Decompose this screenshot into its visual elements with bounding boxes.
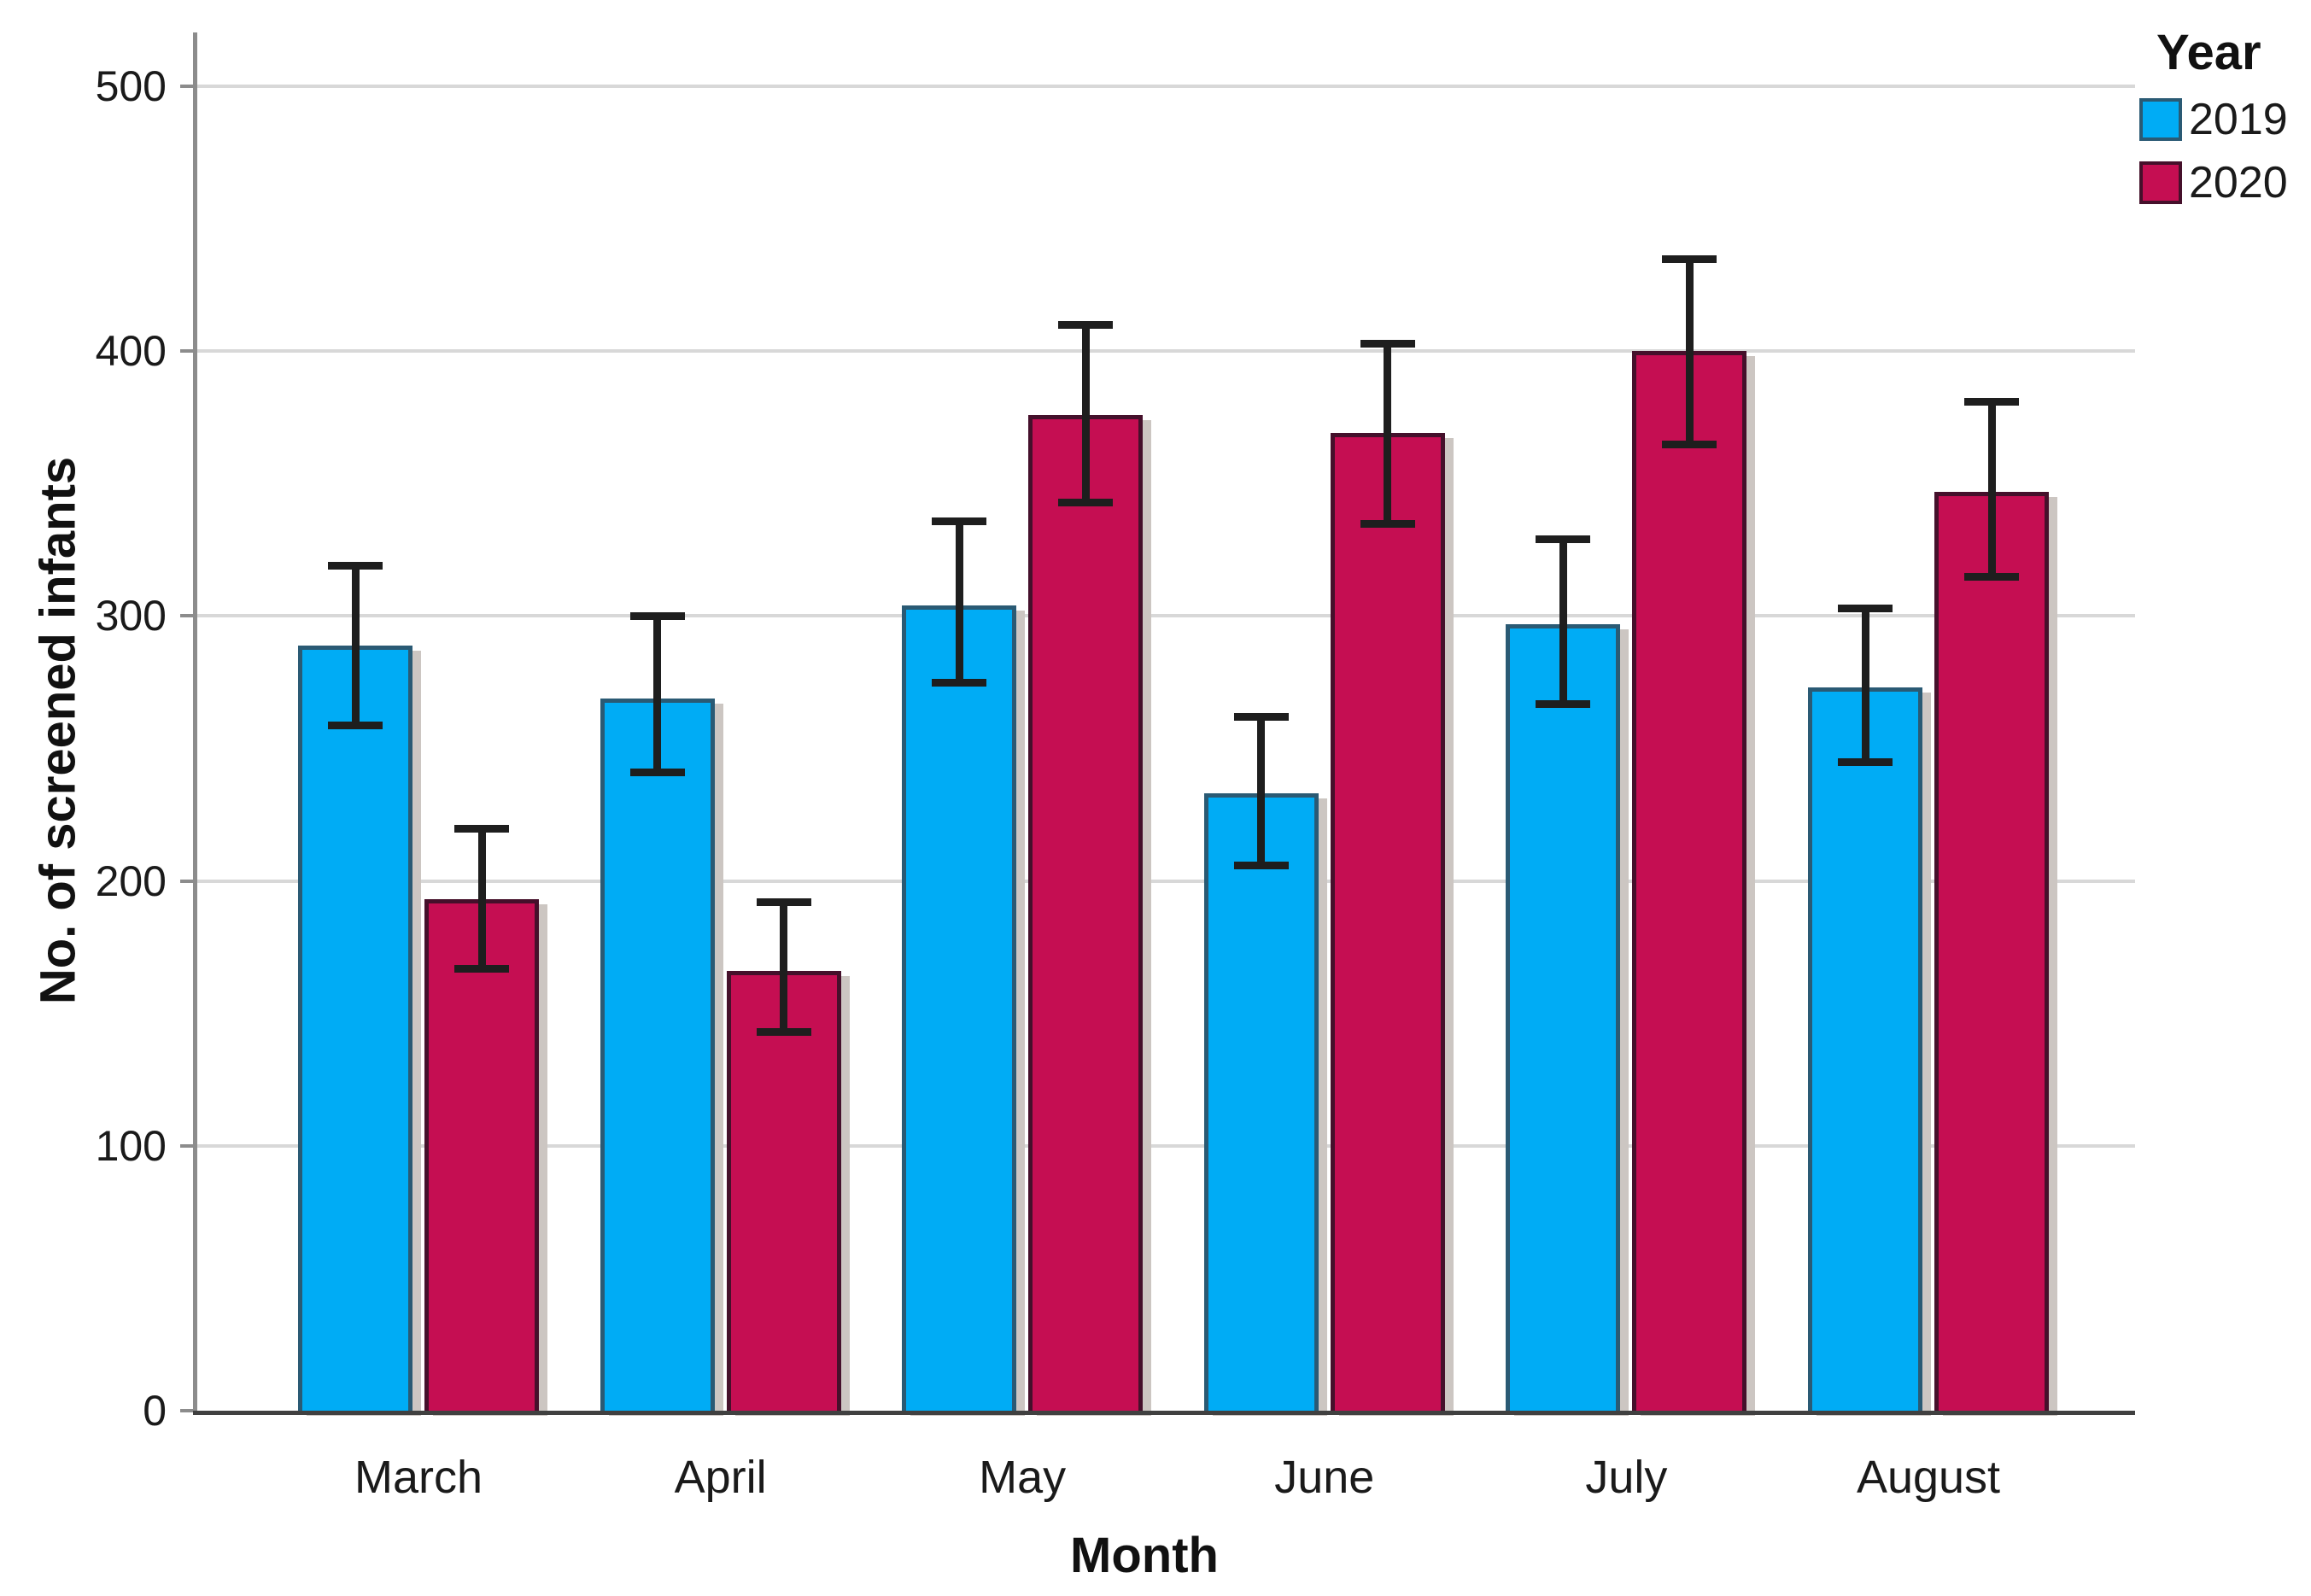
errorbar-cap-top-2019-april [629, 612, 685, 621]
errorbar-cap-top-2019-july [1536, 535, 1591, 544]
errorbar-cap-bottom-2020-march [454, 964, 509, 973]
x-tick-label-april: April [674, 1452, 767, 1503]
errorbar-2019-june [1257, 716, 1266, 865]
bar-2019-june [1203, 793, 1319, 1411]
bar-2019-may [902, 605, 1017, 1411]
x-tick-label-may: May [979, 1452, 1067, 1503]
legend-label-2019: 2019 [2189, 95, 2288, 144]
x-tick-label-june: June [1274, 1452, 1375, 1503]
errorbar-2019-july [1559, 539, 1567, 704]
bar-2020-august [1934, 491, 2049, 1411]
x-tick-label-august: August [1856, 1452, 2001, 1503]
errorbar-cap-bottom-2019-march [328, 721, 383, 729]
y-tick-label-300: 300 [95, 592, 167, 640]
y-tick-label-0: 0 [143, 1387, 167, 1435]
errorbar-2019-april [653, 616, 662, 773]
y-tick-label-400: 400 [95, 327, 167, 376]
errorbar-2019-may [955, 520, 963, 682]
errorbar-2020-march [477, 827, 486, 968]
errorbar-cap-bottom-2019-june [1233, 861, 1289, 869]
legend-swatch-2019 [2139, 98, 2182, 141]
legend: Year 2019 2020 [2139, 26, 2288, 207]
errorbar-cap-bottom-2019-august [1838, 758, 1893, 766]
errorbar-cap-bottom-2020-august [1964, 572, 2019, 581]
gridline-300 [196, 614, 2135, 618]
bar-2019-april [600, 698, 715, 1411]
errorbar-cap-bottom-2019-april [629, 769, 685, 777]
bar-2020-july [1632, 351, 1747, 1411]
y-axis-tick-100 [180, 1143, 193, 1148]
errorbar-2019-august [1861, 608, 1869, 762]
legend-item-2019: 2019 [2139, 96, 2288, 143]
errorbar-cap-top-2019-may [932, 517, 987, 525]
errorbar-cap-top-2020-may [1058, 321, 1114, 330]
x-axis-line [193, 1411, 2135, 1415]
errorbar-cap-top-2020-april [756, 898, 811, 907]
gridline-400 [196, 349, 2135, 354]
bar-2020-april [726, 971, 841, 1411]
errorbar-cap-bottom-2019-may [932, 678, 987, 687]
x-tick-label-july: July [1585, 1452, 1668, 1503]
y-axis-tick-200 [180, 879, 193, 883]
bar-2020-march [424, 899, 539, 1411]
y-tick-label-100: 100 [95, 1121, 167, 1170]
errorbar-cap-top-2019-march [328, 562, 383, 570]
errorbar-2020-august [1987, 401, 1996, 576]
errorbar-cap-bottom-2020-july [1662, 440, 1717, 448]
y-axis-line [193, 32, 197, 1415]
errorbar-2020-may [1081, 324, 1090, 502]
y-tick-label-200: 200 [95, 856, 167, 905]
bar-2020-may [1028, 414, 1144, 1411]
bar-2019-march [298, 645, 412, 1411]
y-axis-tick-0 [180, 1409, 193, 1412]
bar-2019-july [1506, 623, 1621, 1411]
errorbar-cap-top-2020-july [1662, 254, 1717, 263]
y-axis-title: No. of screened infants [30, 456, 86, 1005]
gridline-100 [196, 1143, 2135, 1148]
legend-label-2020: 2020 [2189, 158, 2288, 208]
legend-items: 2019 2020 [2139, 96, 2288, 207]
errorbar-2019-march [351, 565, 360, 725]
legend-item-2020: 2020 [2139, 159, 2288, 207]
errorbar-cap-bottom-2019-july [1536, 699, 1591, 708]
y-axis-tick-400 [180, 349, 193, 354]
errorbar-cap-bottom-2020-june [1360, 519, 1415, 528]
y-tick-label-500: 500 [95, 62, 167, 110]
bar-2019-august [1808, 687, 1922, 1411]
errorbar-2020-june [1384, 342, 1392, 523]
errorbar-cap-bottom-2020-april [756, 1028, 811, 1037]
legend-swatch-2020 [2139, 161, 2182, 204]
errorbar-cap-top-2020-june [1360, 339, 1415, 348]
errorbar-cap-top-2020-march [454, 824, 509, 833]
bar-2020-june [1330, 433, 1445, 1411]
legend-title: Year [2156, 25, 2261, 80]
errorbar-cap-top-2019-august [1838, 605, 1893, 613]
x-tick-label-march: March [354, 1452, 483, 1503]
y-axis-tick-300 [180, 614, 193, 618]
errorbar-cap-top-2019-june [1233, 713, 1289, 722]
y-axis-tick-500 [180, 85, 193, 88]
gridline-500 [196, 85, 2135, 88]
errorbar-cap-bottom-2020-may [1058, 499, 1114, 506]
errorbar-2020-april [780, 902, 788, 1032]
errorbar-cap-top-2020-august [1964, 398, 2019, 406]
errorbar-2020-july [1685, 258, 1694, 444]
gridline-200 [196, 879, 2135, 883]
x-axis-title: Month [1070, 1528, 1219, 1583]
